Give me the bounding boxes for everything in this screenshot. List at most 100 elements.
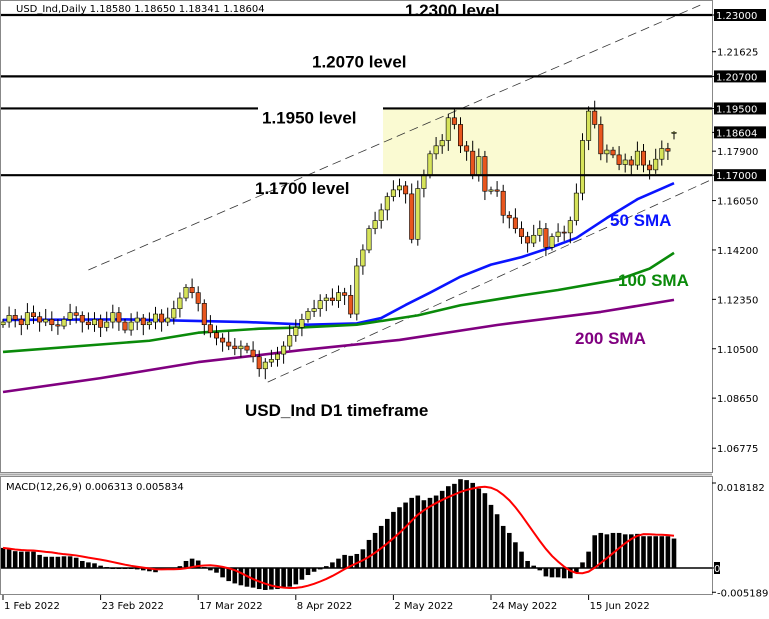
macd-bar	[427, 497, 433, 568]
macd-bar	[586, 551, 591, 568]
candle	[201, 299, 207, 336]
y-label-highlight	[714, 9, 766, 21]
macd-bar	[482, 493, 488, 568]
macd-bar	[525, 560, 530, 568]
candle	[171, 300, 177, 325]
macd-bar	[488, 504, 494, 568]
price-panel[interactable]: 1.2300 level 1.2070 level 1.1950 level 1.17…	[0, 1, 712, 420]
candle	[110, 304, 116, 329]
candle-body	[366, 228, 372, 251]
candle-body	[512, 217, 518, 229]
candle-body	[555, 231, 561, 237]
candle-body	[110, 312, 116, 323]
y-label: 1.18604	[716, 128, 757, 139]
candle-body	[433, 145, 439, 155]
candle	[628, 155, 634, 176]
candle	[671, 131, 677, 140]
candle-body	[323, 297, 329, 301]
candle	[311, 299, 317, 317]
candle	[360, 244, 366, 275]
candle	[464, 141, 470, 161]
y-label: 1.20700	[716, 72, 757, 83]
y-label-highlight	[714, 169, 766, 182]
candle	[165, 307, 171, 327]
candle	[207, 315, 213, 338]
macd-bar	[592, 535, 597, 568]
macd-bar	[238, 568, 244, 586]
candle	[433, 137, 439, 160]
candle	[354, 257, 360, 321]
macd-bar	[147, 568, 152, 572]
sma100-label: 100 SMA	[618, 271, 689, 290]
candle-body	[348, 295, 354, 315]
candle	[634, 141, 640, 170]
macd-bar	[470, 482, 475, 568]
candle-body	[592, 110, 598, 125]
candle	[616, 146, 622, 171]
candle	[555, 223, 561, 243]
candle	[537, 220, 543, 242]
candle-body	[586, 110, 592, 141]
candle	[183, 284, 189, 302]
macd-bar	[580, 562, 585, 568]
macd-bar	[574, 568, 579, 573]
candle-body	[37, 316, 43, 323]
candle	[665, 142, 671, 160]
y-label: 1.10500	[717, 345, 758, 356]
y-label-highlight	[714, 70, 766, 83]
macd-bar	[43, 556, 48, 568]
candle	[348, 284, 354, 319]
candle-body	[12, 315, 18, 320]
candle-body	[177, 297, 183, 309]
y-label: 1.23000	[716, 11, 757, 22]
candle-body	[220, 337, 226, 343]
candle-body	[604, 149, 610, 155]
candle-body	[85, 321, 91, 326]
candle-body	[403, 185, 409, 195]
macd-bar	[12, 551, 18, 568]
candle	[24, 303, 30, 330]
candle-body	[73, 312, 79, 316]
candle-body	[226, 341, 232, 347]
y-label: 1.17000	[716, 171, 757, 182]
candle-body	[543, 228, 549, 248]
macd-panel[interactable]	[0, 479, 712, 590]
candle-body	[268, 359, 274, 363]
candle	[43, 308, 49, 327]
candle-body	[30, 312, 36, 318]
candle	[518, 221, 524, 244]
candle	[494, 181, 500, 197]
macd-bar	[604, 534, 610, 568]
macd-bar	[0, 547, 6, 568]
candle-body	[6, 315, 12, 323]
candle-body	[146, 321, 152, 326]
candle-body	[262, 361, 268, 370]
candle-body	[494, 189, 500, 192]
candle	[18, 315, 24, 336]
macd-bar	[647, 536, 652, 568]
macd-bar	[31, 551, 36, 568]
candle-body	[195, 292, 201, 304]
macd-bar	[92, 563, 97, 568]
macd-bar	[531, 565, 536, 568]
sma200-label: 200 SMA	[575, 329, 646, 348]
candle-body	[665, 148, 671, 152]
candle-body	[464, 145, 470, 152]
y-label: 1.21625	[717, 48, 758, 59]
candle	[567, 216, 573, 244]
candle-body	[500, 190, 506, 216]
candle-body	[622, 159, 628, 165]
price-panel-frame	[0, 0, 713, 473]
candle	[92, 312, 98, 332]
candle	[512, 208, 518, 234]
candle	[305, 308, 311, 323]
candle-body	[610, 149, 616, 156]
candle-body	[250, 349, 256, 358]
macd-bar	[287, 568, 292, 587]
candle	[250, 341, 256, 363]
candle	[268, 349, 274, 367]
y-label-highlight	[714, 102, 766, 115]
